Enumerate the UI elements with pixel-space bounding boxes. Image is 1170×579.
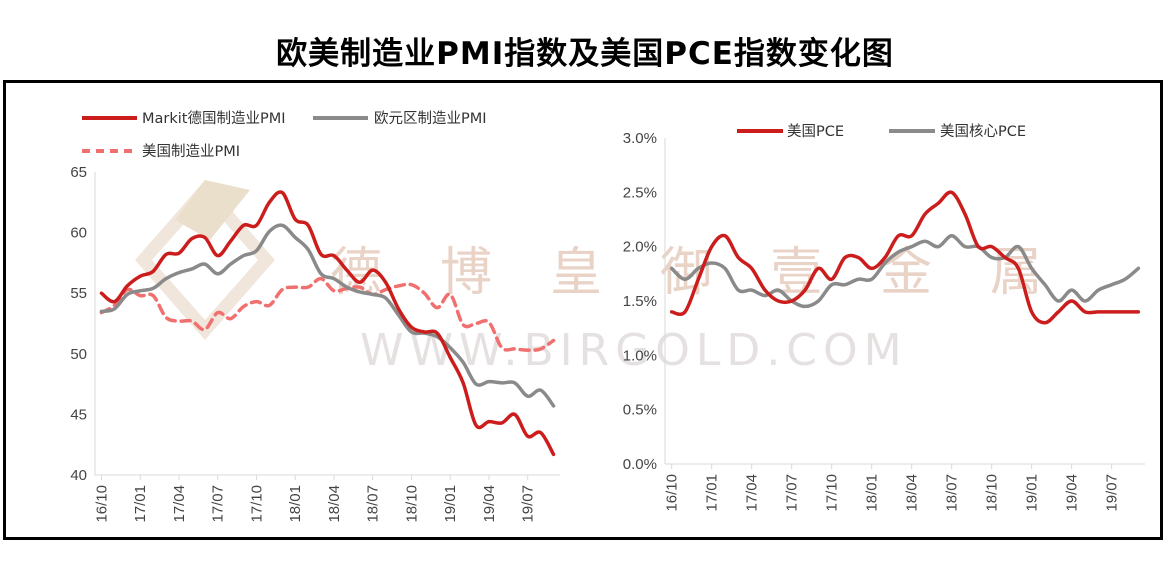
pce-x-tick-label: 17/01 xyxy=(704,474,721,512)
watermark-text: WWW.BIRGOLD.COM xyxy=(360,325,908,376)
legend-label-pce: 美国PCE xyxy=(787,123,844,140)
pce-x-tick-label: 17/07 xyxy=(784,474,801,512)
pmi-x-tick-label: 18/10 xyxy=(403,485,420,523)
pce-x-tick-label: 16/10 xyxy=(664,474,681,512)
pmi-y-tick-label: 60 xyxy=(70,225,87,242)
pce-x-tick-label: 19/07 xyxy=(1104,474,1121,512)
pmi-x-tick-label: 18/01 xyxy=(287,485,304,523)
pmi-x-tick-label: 19/07 xyxy=(520,485,537,523)
pmi-y-tick-label: 50 xyxy=(70,346,87,363)
legend-label-eurozone: 欧元区制造业PMI xyxy=(374,110,487,127)
pmi-x-tick-label: 19/01 xyxy=(442,485,459,523)
pce-y-tick-label: 1.0% xyxy=(623,347,657,364)
pce-y-tick-label: 0.0% xyxy=(623,456,657,473)
pce-y-tick-label: 1.5% xyxy=(623,293,657,310)
pmi-series xyxy=(99,190,556,457)
pmi-x-tick-label: 18/04 xyxy=(326,485,343,523)
watermark-char: 御 xyxy=(660,243,712,303)
pce-x-tick-label: 19/01 xyxy=(1024,474,1041,512)
legend-label-germany: Markit德国制造业PMI xyxy=(142,110,286,127)
pmi-x-tick-label: 17/07 xyxy=(210,485,227,523)
pmi-x-tick-label: 19/04 xyxy=(481,485,498,523)
pce-legend: 美国PCE 美国核心PCE xyxy=(737,123,1026,140)
pmi-x-tick-label: 17/01 xyxy=(132,485,149,523)
pce-series-line-1 xyxy=(669,234,1141,309)
pmi-y-tick-label: 55 xyxy=(70,285,87,302)
pce-x-tick-label: 19/04 xyxy=(1064,474,1081,512)
watermark: 德 博 皇 御 壹 金 属 WWW.BIRGOLD.COM xyxy=(135,180,1042,376)
pce-series xyxy=(669,190,1141,325)
pmi-series-line-1 xyxy=(99,223,556,408)
legend-label-core-pce: 美国核心PCE xyxy=(940,123,1026,140)
pce-x-tick-label: 18/10 xyxy=(984,474,1001,512)
pmi-x-tick-label: 16/10 xyxy=(93,485,110,523)
pce-y-tick-label: 2.5% xyxy=(623,184,657,201)
pmi-chart: 40 45 50 55 60 65 16/10 17/01 17/04 17/07 17/10 18/… xyxy=(70,110,560,523)
pmi-legend: Markit德国制造业PMI 欧元区制造业PMI 美国制造业PMI xyxy=(82,110,487,160)
chart-frame xyxy=(3,80,1163,540)
pce-x-tick-label: 18/04 xyxy=(904,474,921,512)
pmi-y-tick-label: 45 xyxy=(70,406,87,423)
pce-chart: 0.0% 0.5% 1.0% 1.5% 2.0% 2.5% 3.0% 16/10 17/01 17… xyxy=(623,123,1145,512)
pmi-y-tick-label: 65 xyxy=(70,164,87,181)
page-title: 欧美制造业PMI指数及美国PCE指数变化图 xyxy=(276,36,894,72)
pmi-y-tick-label: 40 xyxy=(70,467,87,484)
pmi-series-line-0 xyxy=(99,190,556,457)
watermark-char: 皇 xyxy=(550,243,602,303)
pce-axes: 0.0% 0.5% 1.0% 1.5% 2.0% 2.5% 3.0% 16/10 17/01 17… xyxy=(623,130,1145,512)
pce-y-tick-label: 3.0% xyxy=(623,130,657,147)
pmi-x-tick-label: 18/07 xyxy=(365,485,382,523)
pce-x-tick-label: 18/07 xyxy=(944,474,961,512)
pce-y-tick-label: 0.5% xyxy=(623,402,657,419)
pce-series-line-0 xyxy=(669,190,1141,325)
pmi-axes: 40 45 50 55 60 65 16/10 17/01 17/04 17/07 17/10 18/… xyxy=(70,164,560,523)
pce-y-tick-label: 2.0% xyxy=(623,239,657,256)
pmi-x-tick-label: 17/04 xyxy=(171,485,188,523)
watermark-logo xyxy=(135,180,275,340)
pmi-x-tick-label: 17/10 xyxy=(248,485,265,523)
pce-x-tick-label: 17/04 xyxy=(744,474,761,512)
legend-label-us-pmi: 美国制造业PMI xyxy=(142,143,240,160)
pmi-series-line-2 xyxy=(99,276,556,352)
pce-x-tick-label: 18/01 xyxy=(864,474,881,512)
pce-x-tick-label: 17/10 xyxy=(824,474,841,512)
